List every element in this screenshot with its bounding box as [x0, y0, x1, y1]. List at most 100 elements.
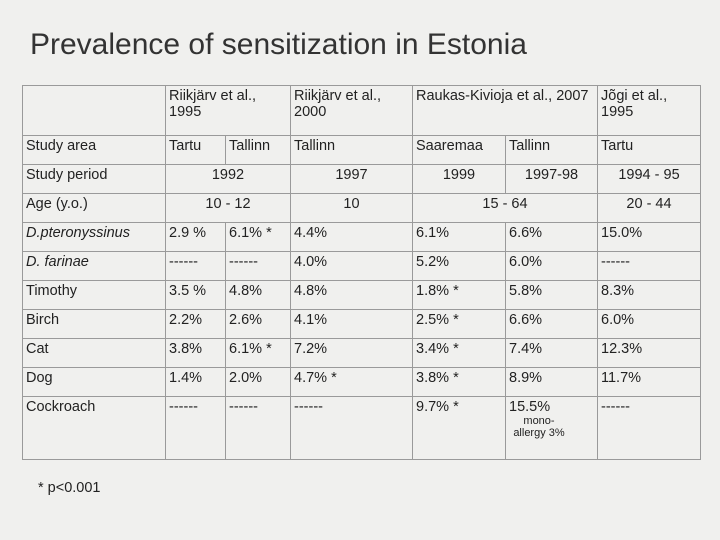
cell-text: 15.5% — [509, 399, 551, 415]
cell: Tallinn — [505, 135, 598, 165]
cell: 6.1% * — [225, 338, 291, 368]
cell: 1.4% — [165, 367, 226, 397]
cell: ------ — [165, 396, 226, 460]
row: Timothy 3.5 % 4.8% 4.8% 1.8% * 5.8% 8.3% — [22, 280, 701, 310]
cell-text: ------ — [601, 399, 630, 415]
cell: 3.4% * — [412, 338, 506, 368]
cell: 1.8% * — [412, 280, 506, 310]
cell: 7.4% — [505, 338, 598, 368]
cell: Dog — [22, 367, 166, 397]
cell: 4.7% * — [290, 367, 413, 397]
row: Cockroach ------ ------ ------ 9.7% * 15.5% mo… — [22, 396, 701, 460]
cell: 4.8% — [290, 280, 413, 310]
cell: ------ — [290, 396, 413, 460]
cell: 6.6% — [505, 309, 598, 339]
cell-text: D. farinae — [26, 254, 89, 270]
cell-text: 3.8% * — [416, 370, 459, 386]
cell-text: 5.2% — [416, 254, 450, 270]
cell: Tallinn — [290, 135, 413, 165]
cell: 1999 — [412, 164, 506, 194]
cell-text: 15.0% — [601, 225, 643, 241]
cell: 9.7% * — [412, 396, 506, 460]
row: Age (y.o.) 10 - 12 10 15 - 64 20 - 44 — [22, 193, 701, 223]
cell: ------ — [225, 396, 291, 460]
footnote: * p<0.001 — [38, 480, 101, 496]
cell-text: 9.7% * — [416, 399, 459, 415]
title: Prevalence of sensitization in Estonia — [30, 28, 527, 61]
cell: Age (y.o.) — [22, 193, 166, 223]
cell: Tartu — [165, 135, 226, 165]
cell: Jõgi et al., 1995 — [597, 85, 701, 136]
cell-text: ------ — [229, 399, 258, 415]
table: Riikjärv et al., 1995 Riikjärv et al., 2… — [22, 85, 701, 460]
cell-note: mono-allergy 3% — [513, 415, 565, 439]
cell: 5.8% — [505, 280, 598, 310]
cell-text: 7.2% — [294, 341, 328, 357]
cell: Cockroach — [22, 396, 166, 460]
cell: 10 - 12 — [165, 193, 291, 223]
cell-text: ------ — [229, 254, 258, 270]
cell-text: 6.6% — [509, 225, 543, 241]
cell: 6.1% * — [225, 222, 291, 252]
cell-text: 2.2% — [169, 312, 203, 328]
cell: 1997 — [290, 164, 413, 194]
row: Dog 1.4% 2.0% 4.7% * 3.8% * 8.9% 11.7% — [22, 367, 701, 397]
cell-text: 3.8% — [169, 341, 203, 357]
cell-text: Birch — [26, 312, 60, 328]
cell-text: 6.6% — [509, 312, 543, 328]
cell-text: 6.0% — [601, 312, 635, 328]
cell: 4.1% — [290, 309, 413, 339]
cell: 8.9% — [505, 367, 598, 397]
cell: D.pteronyssinus — [22, 222, 166, 252]
cell-text: 1.4% — [169, 370, 203, 386]
cell: 2.6% — [225, 309, 291, 339]
cell-text: ------ — [169, 399, 198, 415]
cell-text: 6.1% * — [229, 341, 272, 357]
cell: 7.2% — [290, 338, 413, 368]
row: D.pteronyssinus 2.9 % 6.1% * 4.4% 6.1% 6.6% 15… — [22, 222, 701, 252]
cell-text: Timothy — [26, 283, 78, 299]
cell: 11.7% — [597, 367, 701, 397]
cell-text: D.pteronyssinus — [26, 225, 130, 241]
cell: ------ — [597, 396, 701, 460]
row: Study area Tartu Tallinn Tallinn Saarema… — [22, 135, 701, 165]
cell: 1994 - 95 — [597, 164, 701, 194]
cell: 3.8% — [165, 338, 226, 368]
cell: 6.0% — [597, 309, 701, 339]
table-body: Riikjärv et al., 1995 Riikjärv et al., 2… — [22, 85, 701, 460]
cell-text: 3.4% * — [416, 341, 459, 357]
cell: Tallinn — [225, 135, 291, 165]
cell — [22, 85, 166, 136]
cell-text: 4.4% — [294, 225, 328, 241]
cell-text: 11.7% — [601, 370, 642, 386]
cell-text: 6.0% — [509, 254, 543, 270]
cell: 2.9 % — [165, 222, 226, 252]
cell-text: Cockroach — [26, 399, 96, 415]
cell: Saaremaa — [412, 135, 506, 165]
cell: Timothy — [22, 280, 166, 310]
cell: 20 - 44 — [597, 193, 701, 223]
cell: ------ — [597, 251, 701, 281]
cell: 3.8% * — [412, 367, 506, 397]
cell: Riikjärv et al., 2000 — [290, 85, 413, 136]
cell: Study period — [22, 164, 166, 194]
cell: 2.0% — [225, 367, 291, 397]
row: D. farinae ------ ------ 4.0% 5.2% 6.0% ------ — [22, 251, 701, 281]
cell-text: 4.8% — [294, 283, 328, 299]
cell-text: 4.8% — [229, 283, 263, 299]
row: Birch 2.2% 2.6% 4.1% 2.5% * 6.6% 6.0% — [22, 309, 701, 339]
cell: D. farinae — [22, 251, 166, 281]
cell-text: 8.3% — [601, 283, 635, 299]
cell: ------ — [225, 251, 291, 281]
cell: 10 — [290, 193, 413, 223]
cell-text: 5.8% — [509, 283, 543, 299]
cell: 1992 — [165, 164, 291, 194]
cell: 4.0% — [290, 251, 413, 281]
cell-text: ------ — [169, 254, 198, 270]
cell: Birch — [22, 309, 166, 339]
cell: 1997-98 — [505, 164, 598, 194]
cell-text: 8.9% — [509, 370, 543, 386]
header-row: Riikjärv et al., 1995 Riikjärv et al., 2… — [22, 85, 701, 136]
cell: 15.5% mono-allergy 3% — [505, 396, 598, 460]
